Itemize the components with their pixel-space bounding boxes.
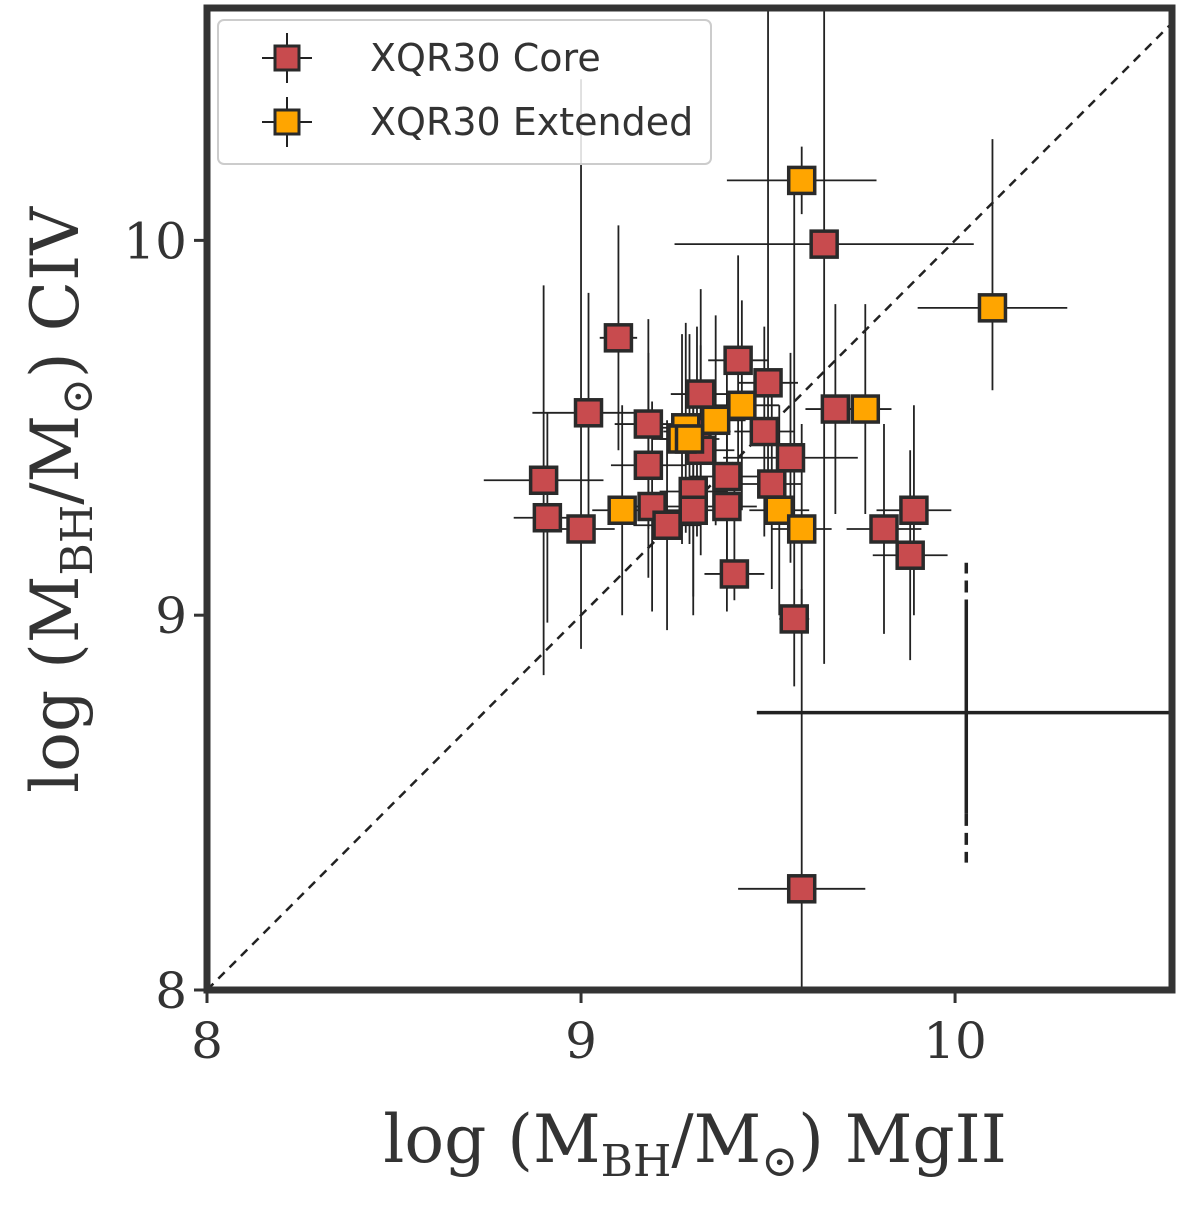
marker-extended [977, 293, 1008, 323]
marker-extended [786, 514, 817, 544]
y-tick-label: 10 [123, 212, 187, 270]
marker-core [685, 379, 716, 409]
marker-extended [607, 495, 637, 525]
marker-core [723, 345, 753, 376]
y-axis-label-sub-bh: BH [52, 505, 103, 576]
marker-extended [727, 390, 757, 421]
x-axis-label: log (MBH/M⊙) MgII [383, 1101, 1007, 1187]
marker-core [528, 465, 559, 496]
x-axis-label-sub-bh: BH [601, 1136, 672, 1187]
legend-entry-core: XQR30 Core [262, 33, 601, 83]
marker-core [678, 495, 708, 525]
marker-core [532, 502, 563, 533]
marker-core [637, 491, 667, 522]
x-axis-label-part: ) MgII [798, 1101, 1007, 1178]
legend-box [217, 19, 712, 165]
axis-ticks: 8 9 10 8 9 10 [123, 212, 986, 1070]
marker-core [652, 510, 682, 540]
marker-core [749, 416, 780, 447]
marker-core [895, 540, 925, 570]
marker-core [712, 491, 742, 522]
marker-core [633, 409, 664, 439]
plot-frame [203, 4, 1176, 994]
marker-core [775, 443, 806, 473]
x-tick-label: 8 [191, 1012, 223, 1070]
systematic-error-bar [756, 562, 1172, 863]
marker-core [603, 323, 634, 353]
y-axis-label-part: ) CIV [17, 206, 94, 378]
marker-core [786, 874, 817, 904]
legend-core-marker [273, 44, 301, 72]
marker-core [899, 495, 929, 525]
y-axis-label-part: /M [17, 415, 94, 505]
marker-extended [786, 165, 817, 196]
legend-extended-marker [273, 108, 301, 136]
marker-core [809, 229, 839, 259]
x-axis-label-sub-sun: ⊙ [761, 1136, 798, 1187]
marker-core [869, 514, 899, 544]
legend-entry-extended: XQR30 Extended [262, 97, 693, 147]
x-axis-label-part: log (M [383, 1101, 600, 1178]
y-axis-label-part: log (M [17, 575, 94, 792]
marker-core [633, 450, 664, 481]
legend-extended-label: XQR30 Extended [370, 100, 693, 144]
marker-core [820, 394, 851, 424]
marker-core [757, 469, 787, 499]
marker-core [719, 559, 750, 589]
y-axis-label: log (MBH/M⊙) CIV [17, 206, 103, 793]
y-tick-label: 9 [155, 587, 187, 645]
marker-core [573, 398, 604, 428]
legend-core-label: XQR30 Core [370, 36, 601, 80]
marker-core [566, 514, 596, 544]
marker-extended [700, 405, 731, 436]
data-markers [528, 165, 1008, 904]
y-axis-label-sub-sun: ⊙ [52, 378, 103, 415]
marker-extended [674, 424, 705, 454]
x-tick-label: 10 [923, 1012, 987, 1070]
marker-core [712, 461, 742, 492]
marker-extended [850, 394, 881, 424]
marker-core [779, 604, 809, 634]
plot-area [207, 8, 1172, 990]
marker-core [753, 368, 783, 398]
legend: XQR30 Core XQR30 Extended [217, 19, 712, 165]
y-tick-label: 8 [155, 962, 187, 1020]
x-tick-label: 9 [565, 1012, 597, 1070]
x-axis-label-part: /M [671, 1101, 761, 1178]
